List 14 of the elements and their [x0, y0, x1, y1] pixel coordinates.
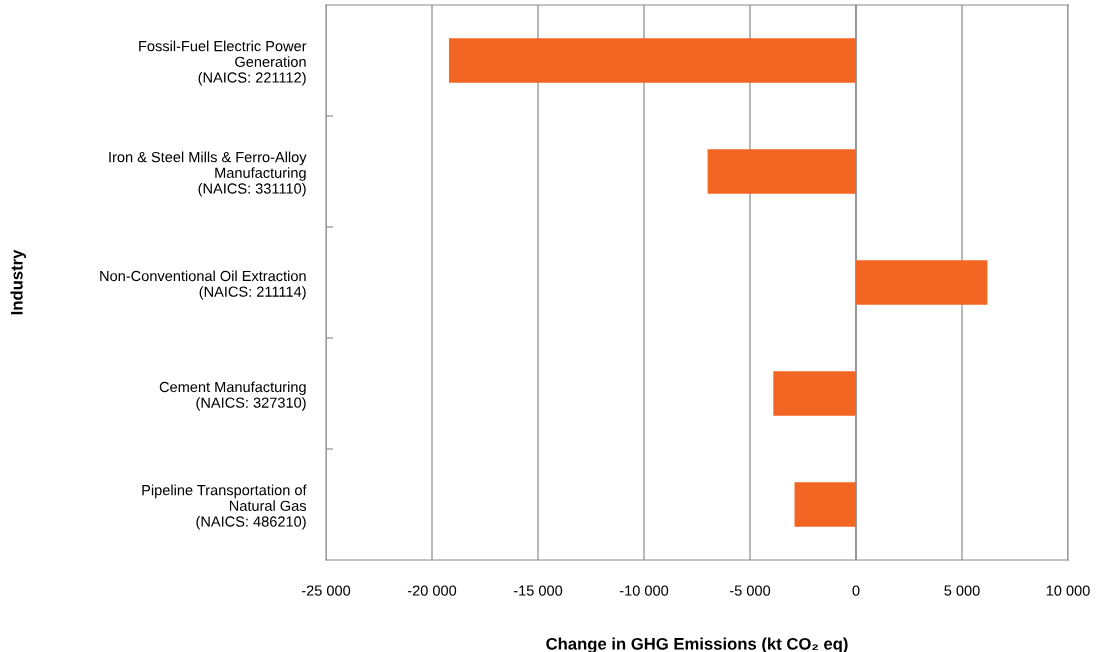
y-tick-label: Iron & Steel Mills & Ferro-Alloy Manufacturing (NAICS: 331110): [109, 151, 307, 197]
y-tick-label: Fossil-Fuel Electric Power Generation (NAICS: 221112): [139, 40, 307, 86]
x-tick-label: 10 000: [1046, 585, 1090, 596]
y-axis-title: Industry: [10, 249, 26, 315]
y-tick-label: Pipeline Transportation of Natural Gas (NAICS: 486210): [142, 484, 307, 530]
x-tick-label: -25 000: [301, 585, 351, 596]
y-tick-label: Non-Conventional Oil Extraction (NAICS: 211114): [100, 270, 306, 300]
x-tick-label: -20 000: [407, 585, 457, 596]
x-tick-label: 5 000: [944, 585, 980, 596]
x-tick-label: -10 000: [619, 585, 669, 596]
x-tick-label: -15 000: [513, 585, 563, 596]
y-tick-label: Cement Manufacturing (NAICS: 327310): [159, 381, 306, 411]
x-tick-label: 0: [852, 585, 860, 596]
x-tick-label: -5 000: [729, 585, 771, 596]
